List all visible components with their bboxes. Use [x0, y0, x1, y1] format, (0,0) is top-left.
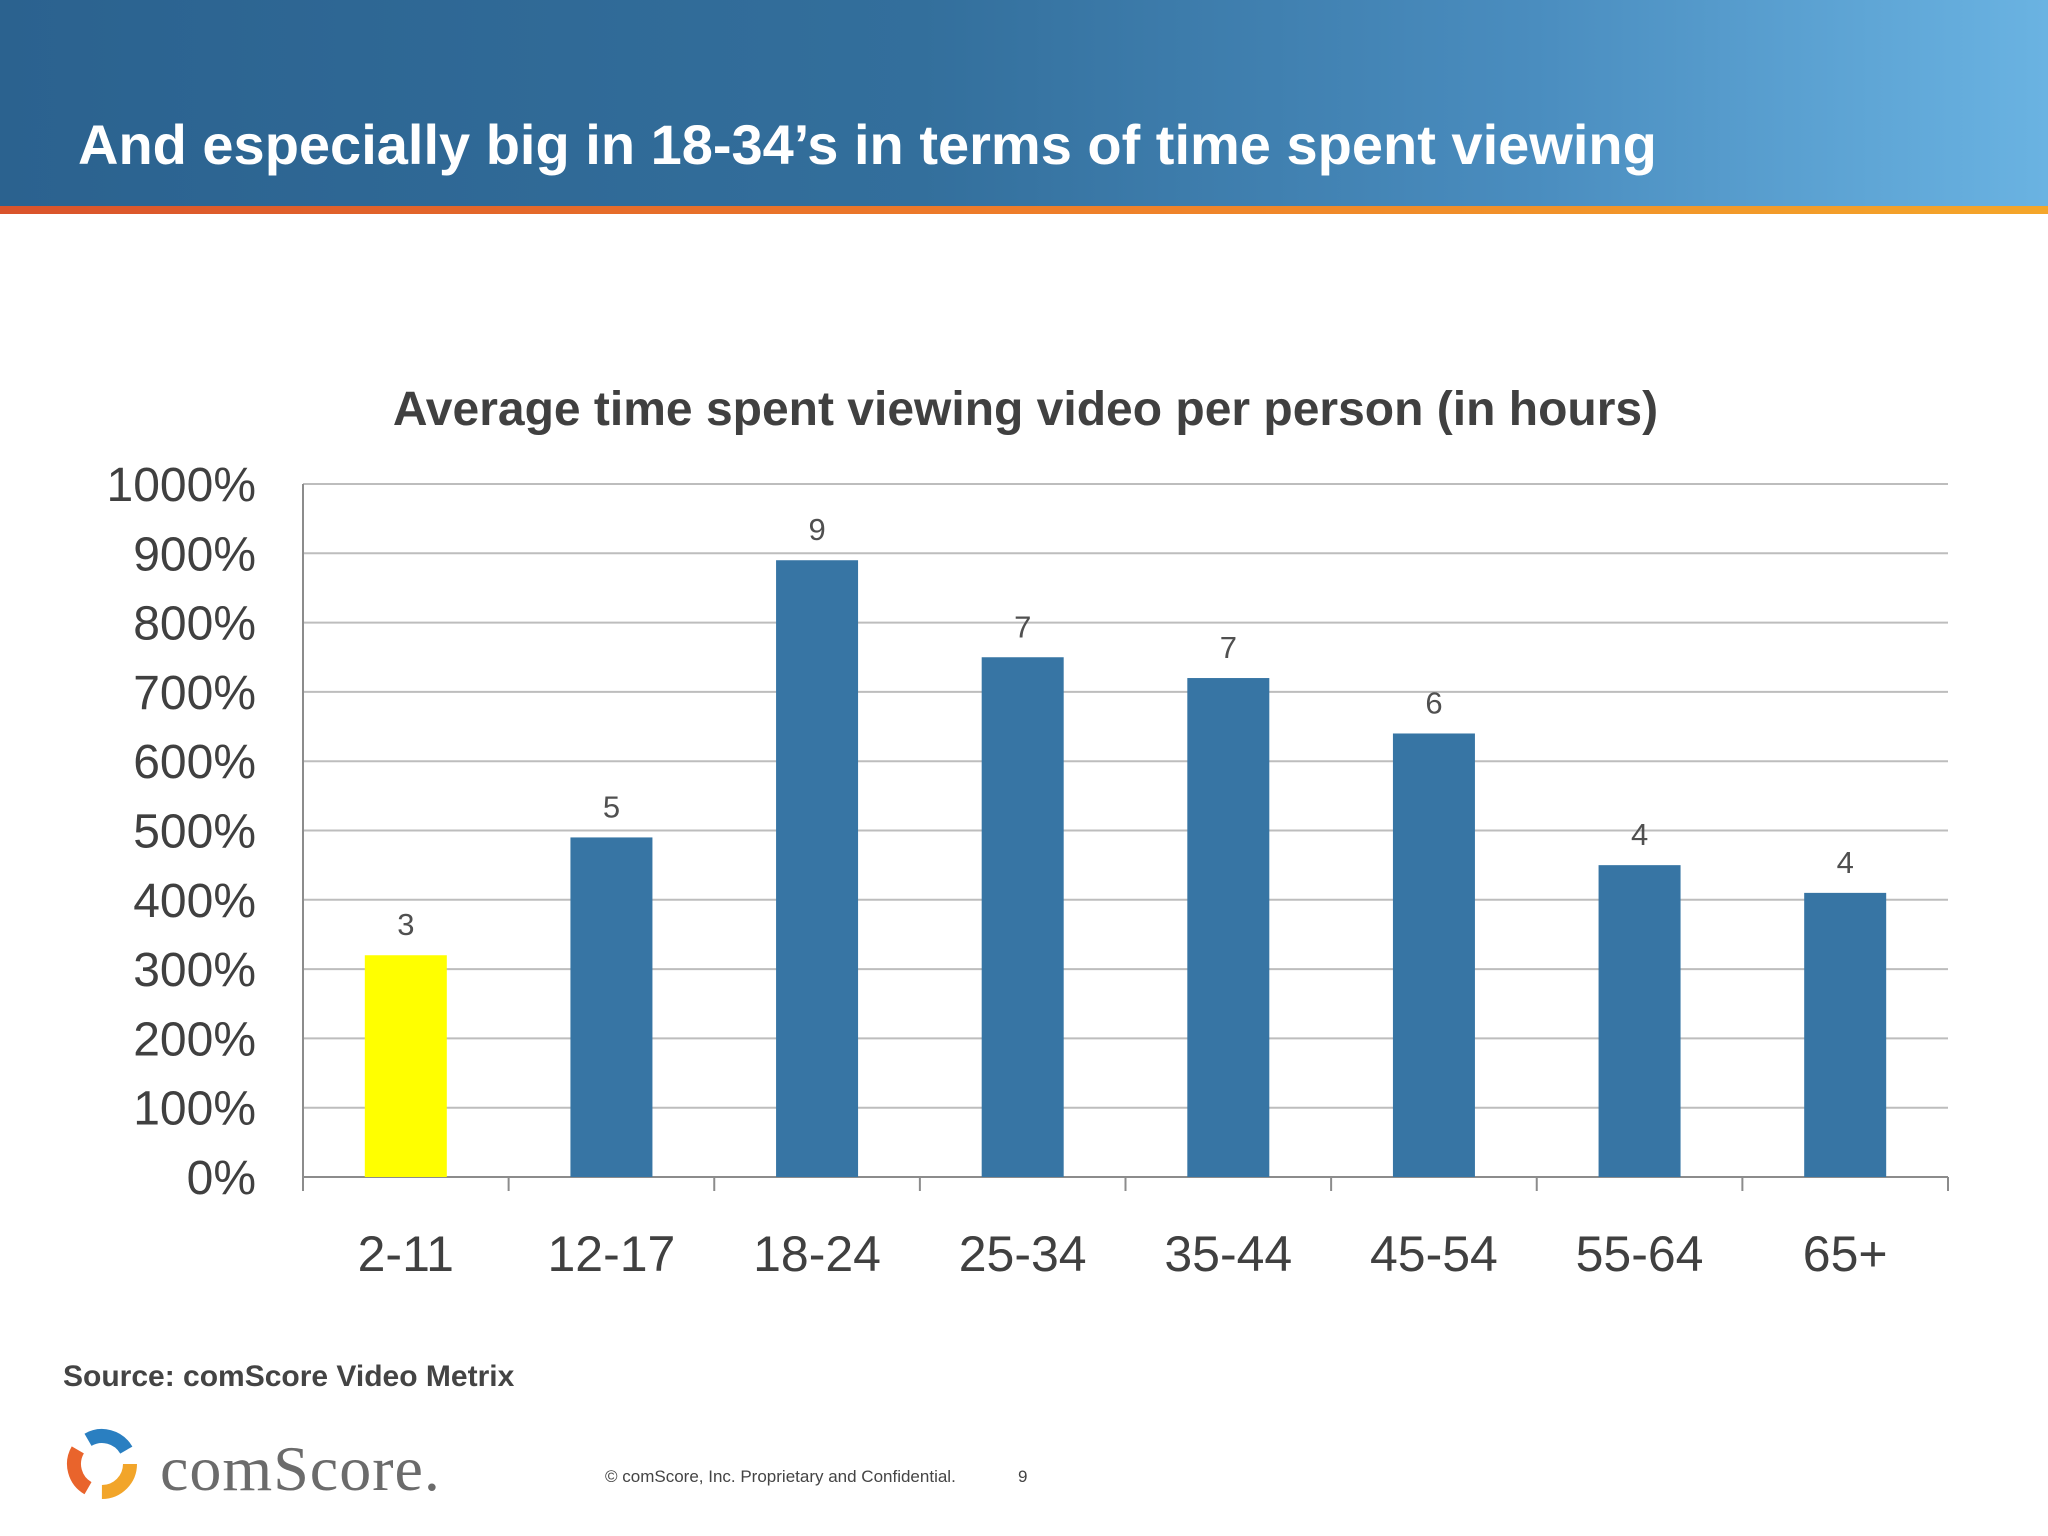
header-banner: [0, 0, 2048, 206]
y-tick-label: 100%: [133, 1083, 256, 1136]
comscore-logo-icon: [67, 1429, 137, 1499]
data-label: 9: [808, 512, 825, 547]
chart-title: Average time spent viewing video per per…: [393, 383, 1658, 436]
source-note: Source: comScore Video Metrix: [63, 1360, 515, 1393]
x-tick-label: 65+: [1803, 1226, 1888, 1282]
x-tick-label: 18-24: [753, 1226, 881, 1282]
x-tick-label: 45-54: [1370, 1226, 1498, 1282]
data-label: 3: [397, 907, 414, 942]
bar: [1187, 678, 1270, 1177]
y-tick-label: 1000%: [107, 459, 256, 512]
bar: [1392, 733, 1475, 1177]
data-label: 6: [1425, 685, 1442, 720]
bar: [1598, 865, 1681, 1177]
x-tick-label: 35-44: [1164, 1226, 1292, 1282]
data-label: 4: [1631, 817, 1648, 852]
y-tick-label: 800%: [133, 598, 256, 651]
bar: [364, 955, 447, 1177]
y-tick-label: 400%: [133, 875, 256, 928]
data-label: 4: [1837, 845, 1854, 880]
data-label: 5: [603, 789, 620, 824]
page-number: 9: [1018, 1467, 1028, 1486]
data-label: 7: [1014, 609, 1031, 644]
y-tick-label: 700%: [133, 667, 256, 720]
y-tick-label: 0%: [187, 1152, 256, 1205]
x-tick-label: 2-11: [358, 1226, 454, 1282]
slide-title: And especially big in 18-34’s in terms o…: [78, 113, 1657, 176]
header-accent-stripe: [0, 206, 2048, 214]
bar: [1804, 892, 1887, 1177]
y-tick-label: 500%: [133, 806, 256, 859]
y-tick-label: 600%: [133, 736, 256, 789]
y-tick-label: 200%: [133, 1013, 256, 1066]
x-tick-label: 55-64: [1576, 1226, 1704, 1282]
y-tick-label: 300%: [133, 944, 256, 997]
y-tick-label: 900%: [133, 528, 256, 581]
copyright-notice: © comScore, Inc. Proprietary and Confide…: [605, 1467, 956, 1486]
bar: [570, 837, 653, 1177]
data-label: 7: [1220, 630, 1237, 665]
bar: [776, 560, 859, 1177]
x-tick-label: 12-17: [547, 1226, 675, 1282]
brand-wordmark: comScore.: [160, 1433, 441, 1504]
bar: [981, 657, 1064, 1177]
x-tick-label: 25-34: [959, 1226, 1087, 1282]
